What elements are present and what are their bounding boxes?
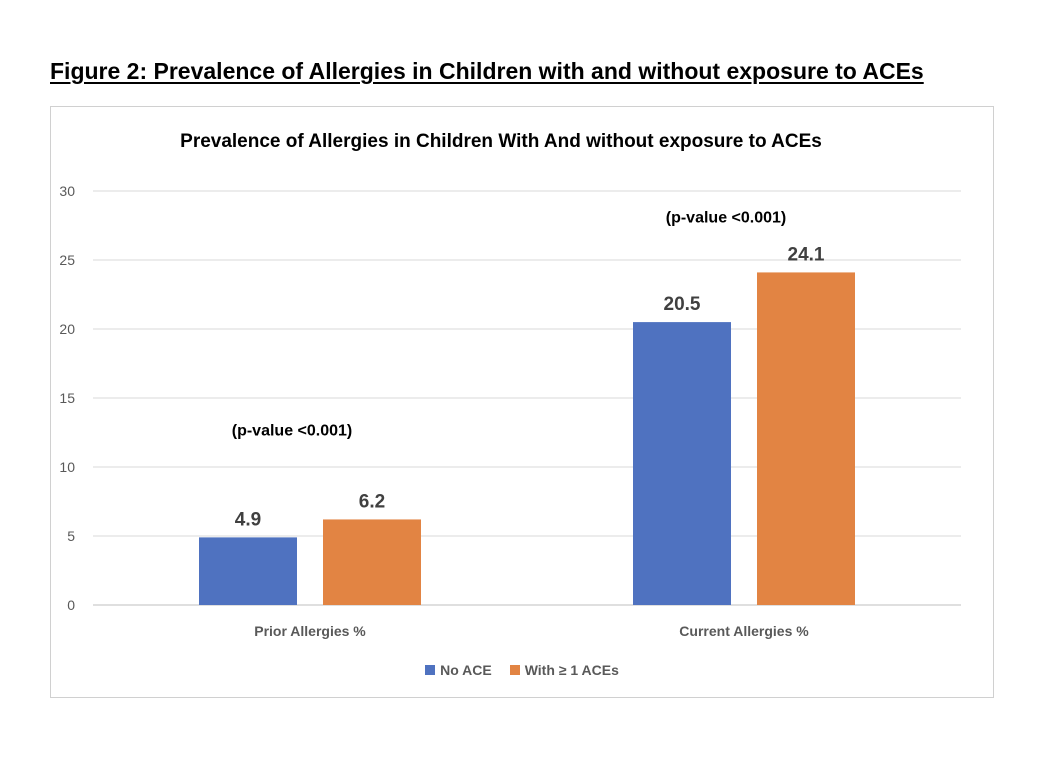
chart-legend: No ACE With ≥ 1 ACEs [51,662,993,678]
figure-caption: Figure 2: Prevalence of Allergies in Chi… [50,58,924,84]
legend-swatch-no-ace [425,665,436,675]
p-value-annotation: (p-value <0.001) [666,209,787,226]
data-label: 24.1 [788,244,825,265]
data-label: 6.2 [359,491,385,512]
bar [199,537,297,605]
legend-swatch-with-aces [509,665,520,675]
y-tick-label: 30 [59,183,75,199]
data-label: 4.9 [235,509,261,530]
bar [757,272,855,605]
y-tick-label: 10 [59,459,75,475]
y-tick-label: 20 [59,321,75,337]
p-value-annotation: (p-value <0.001) [232,422,353,439]
y-tick-label: 15 [59,390,75,406]
legend-item-no-ace: No ACE [425,662,492,678]
x-tick-label: Current Allergies % [679,623,809,639]
bar [633,322,731,605]
chart-area: Prevalence of Allergies in Children With… [50,106,994,698]
y-tick-label: 25 [59,252,75,268]
legend-label-with-aces: With ≥ 1 ACEs [524,662,619,678]
legend-label-no-ace: No ACE [440,662,492,678]
chart-title: Prevalence of Allergies in Children With… [180,131,822,152]
bar-chart: Prevalence of Allergies in Children With… [59,131,961,639]
x-tick-label: Prior Allergies % [254,623,366,639]
bar [323,519,421,605]
data-label: 20.5 [664,294,701,315]
legend-item-with-aces: With ≥ 1 ACEs [509,662,619,678]
y-tick-label: 0 [67,597,75,613]
y-tick-label: 5 [67,528,75,544]
